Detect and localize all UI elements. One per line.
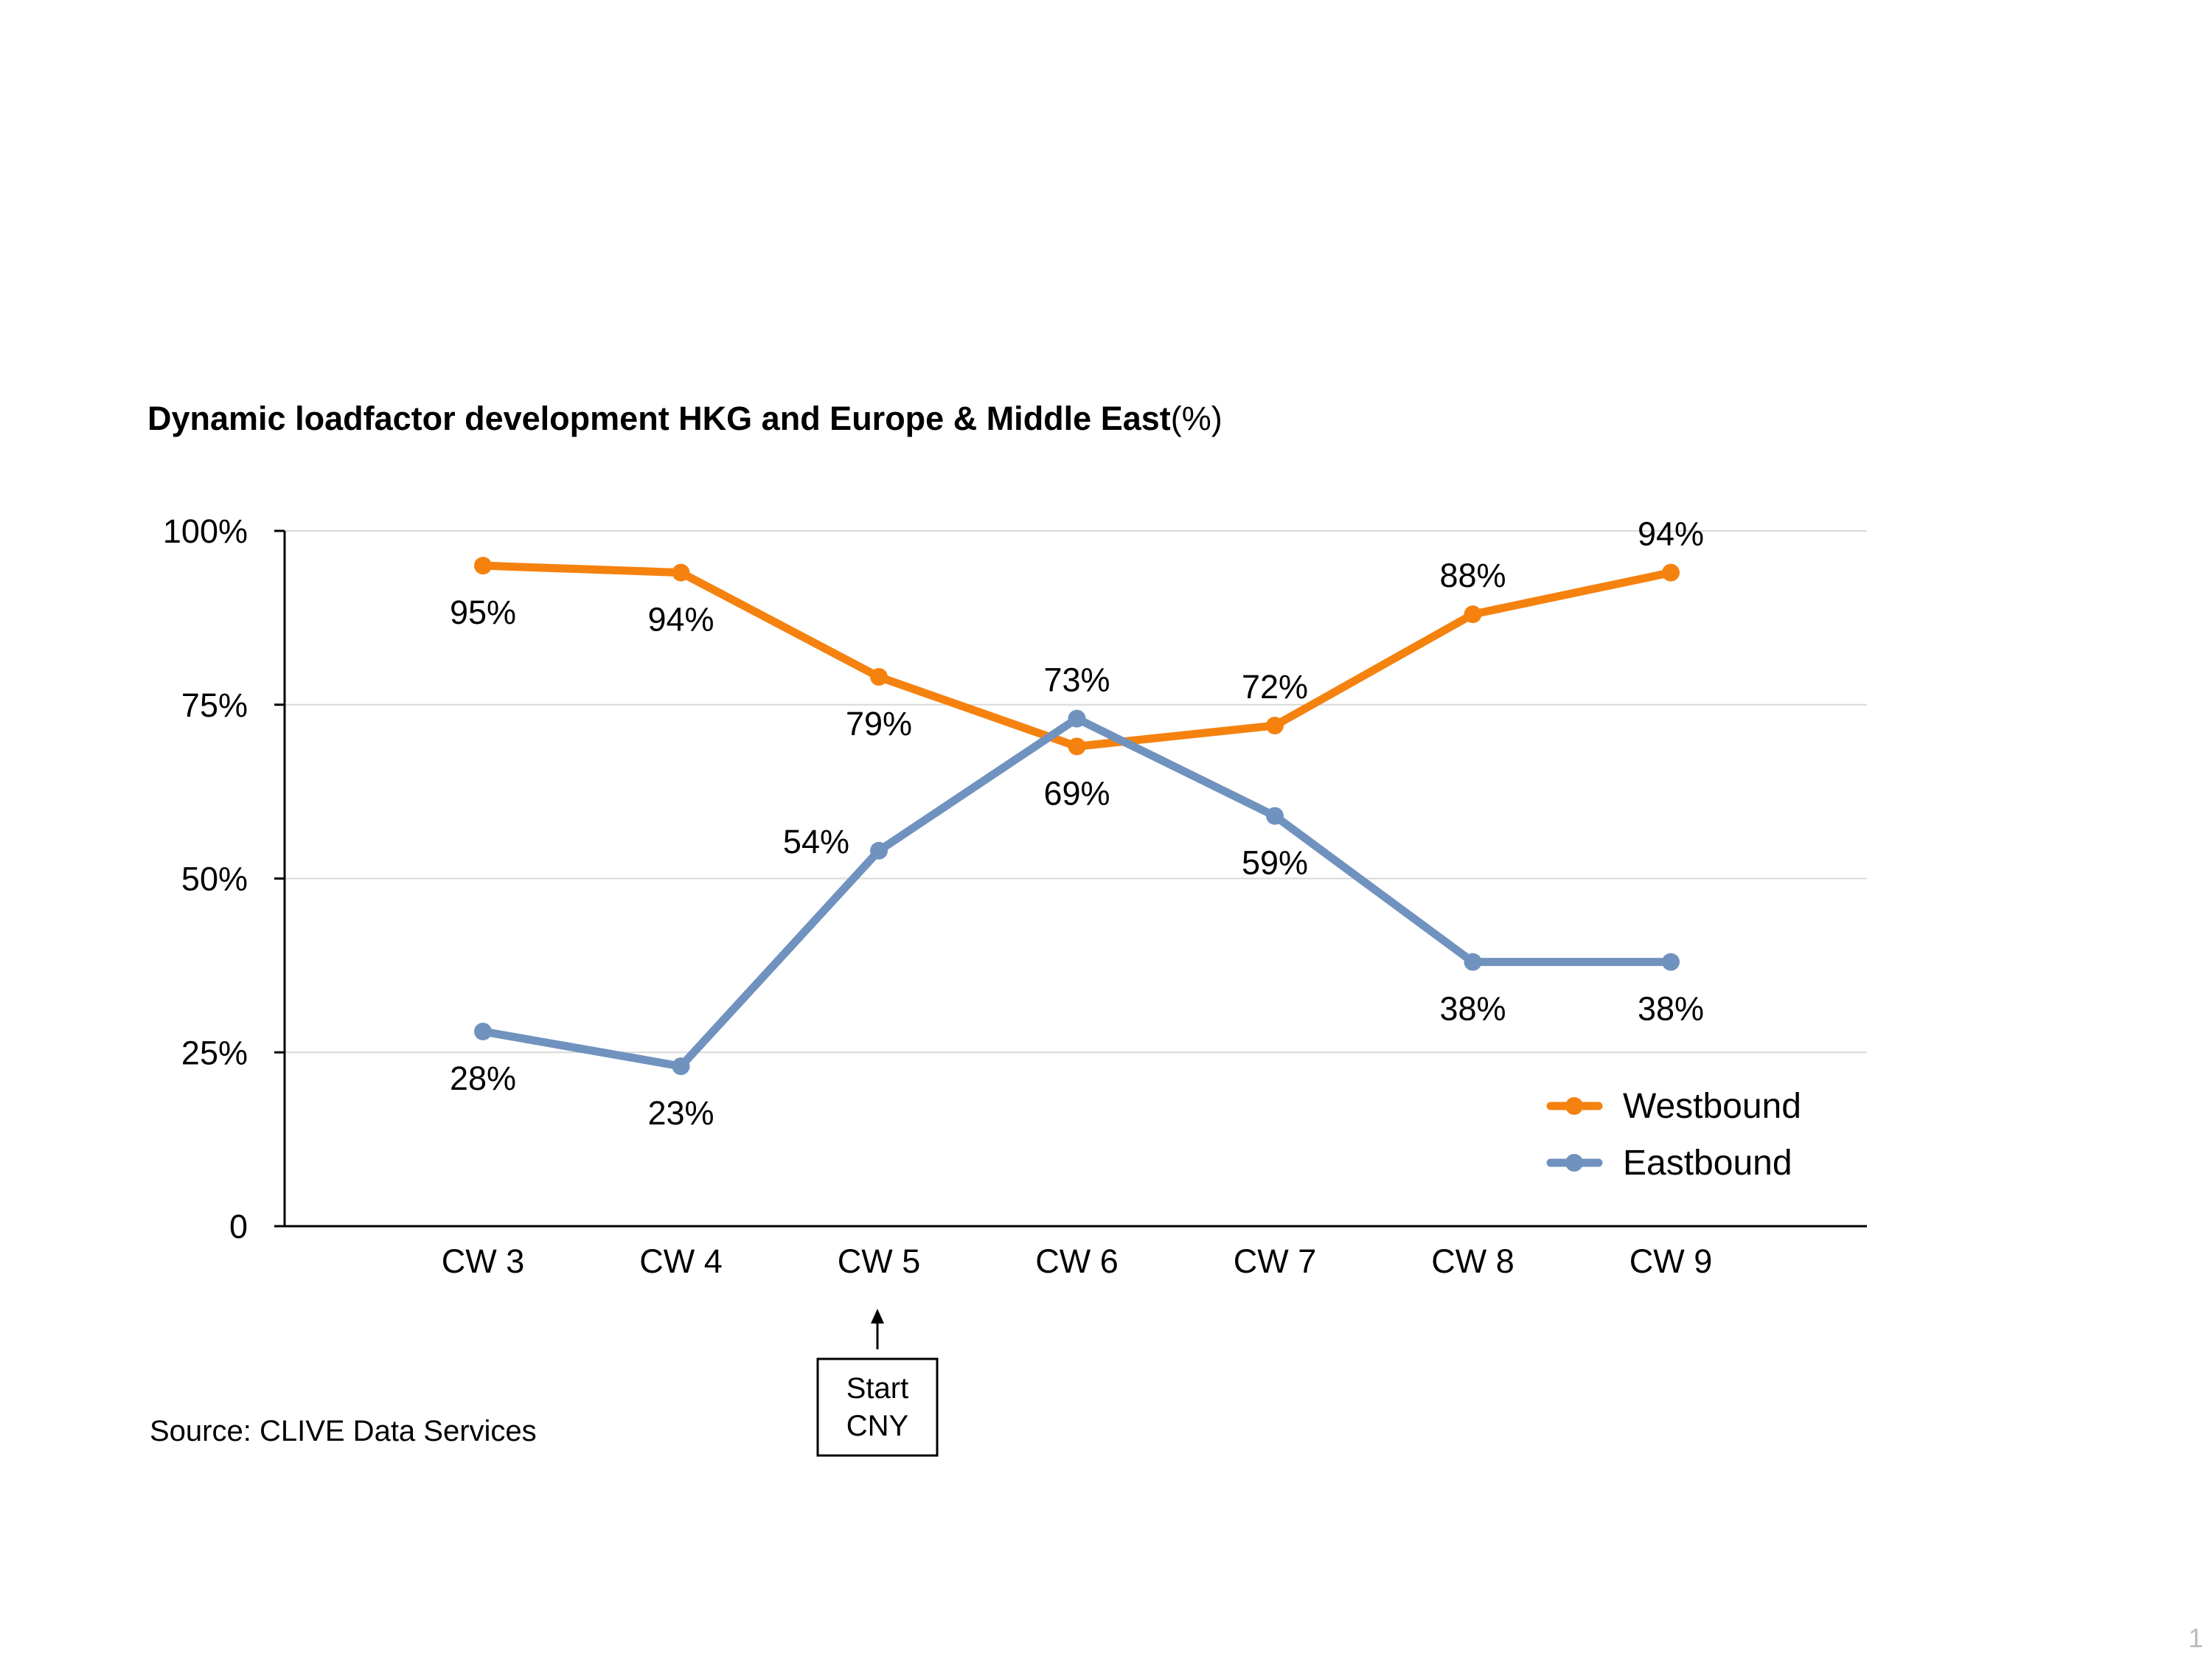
x-tick-label-4: CW 6 <box>1035 1242 1119 1280</box>
point-eastbound-5 <box>1266 807 1284 825</box>
data-label-westbound-1: 95% <box>450 594 516 631</box>
data-labels: 95% 94% 79% 69% 72% 88% 94% 28% 23% 54% 73% 59% 38% 3… <box>450 515 1704 1133</box>
data-label-westbound-4: 69% <box>1043 774 1110 812</box>
x-tick-label-7: CW 9 <box>1630 1242 1713 1280</box>
y-tick-label-75: 75% <box>181 686 248 724</box>
x-tick-label-1: CW 3 <box>442 1242 525 1280</box>
point-westbound-4 <box>1068 737 1086 756</box>
point-eastbound-2 <box>672 1057 690 1076</box>
x-tick-label-5: CW 7 <box>1234 1242 1317 1280</box>
annotation-box <box>816 1357 939 1457</box>
annotation-line-1: Start <box>846 1372 908 1405</box>
data-label-westbound-5: 72% <box>1242 668 1308 706</box>
x-tick-label-2: CW 4 <box>639 1242 723 1280</box>
data-label-westbound-2: 94% <box>647 601 714 639</box>
annotation-line-2: CNY <box>846 1410 908 1442</box>
point-westbound-2 <box>672 563 690 582</box>
point-westbound-7 <box>1662 563 1680 582</box>
gridlines <box>285 530 1867 1054</box>
y-tick-label-0: 0 <box>229 1208 248 1245</box>
data-label-westbound-6: 88% <box>1439 557 1506 594</box>
point-eastbound-1 <box>474 1022 492 1040</box>
point-eastbound-4 <box>1068 709 1086 728</box>
data-label-eastbound-6: 38% <box>1439 990 1506 1028</box>
series <box>474 557 1680 1076</box>
data-label-eastbound-7: 38% <box>1638 990 1704 1028</box>
legend: Westbound Eastbound <box>1546 1087 1801 1183</box>
annotation-arrowhead <box>871 1309 884 1324</box>
chart-title: Dynamic loadfactor development HKG and E… <box>147 400 1222 437</box>
y-tick-label-25: 25% <box>181 1034 248 1071</box>
legend-marker-eastbound <box>1565 1154 1583 1172</box>
data-label-eastbound-5: 59% <box>1242 844 1308 882</box>
data-label-eastbound-2: 23% <box>647 1094 714 1132</box>
point-westbound-6 <box>1464 605 1482 624</box>
x-tick-label-6: CW 8 <box>1431 1242 1514 1280</box>
axes: 0 25% 50% 75% 100% CW 3 CW 4 CW 5 CW 6 CW 7 CW 8 CW… <box>163 512 1867 1280</box>
point-eastbound-7 <box>1662 953 1680 971</box>
annotation-start-cny: Start CNY <box>816 1309 939 1457</box>
source-note: Source: CLIVE Data Services <box>150 1415 537 1447</box>
y-tick-label-100: 100% <box>163 512 248 550</box>
x-tick-label-3: CW 5 <box>838 1242 921 1280</box>
page-number: 1 <box>2188 1623 2203 1653</box>
chart-title-main: Dynamic loadfactor development HKG and E… <box>147 400 1171 437</box>
point-westbound-3 <box>870 668 888 686</box>
legend-marker-westbound <box>1565 1097 1583 1115</box>
point-westbound-5 <box>1266 717 1284 735</box>
data-label-westbound-7: 94% <box>1638 515 1704 553</box>
point-eastbound-6 <box>1464 953 1482 971</box>
legend-label-eastbound: Eastbound <box>1623 1144 1792 1183</box>
legend-label-westbound: Westbound <box>1623 1087 1801 1126</box>
data-label-eastbound-1: 28% <box>450 1060 516 1097</box>
point-eastbound-3 <box>870 841 888 860</box>
point-westbound-1 <box>474 557 492 575</box>
chart-title-unit: (%) <box>1171 400 1222 437</box>
y-tick-label-50: 50% <box>181 860 248 898</box>
data-label-eastbound-3: 54% <box>783 823 849 860</box>
data-label-westbound-3: 79% <box>846 705 912 742</box>
data-label-eastbound-4: 73% <box>1043 661 1110 699</box>
